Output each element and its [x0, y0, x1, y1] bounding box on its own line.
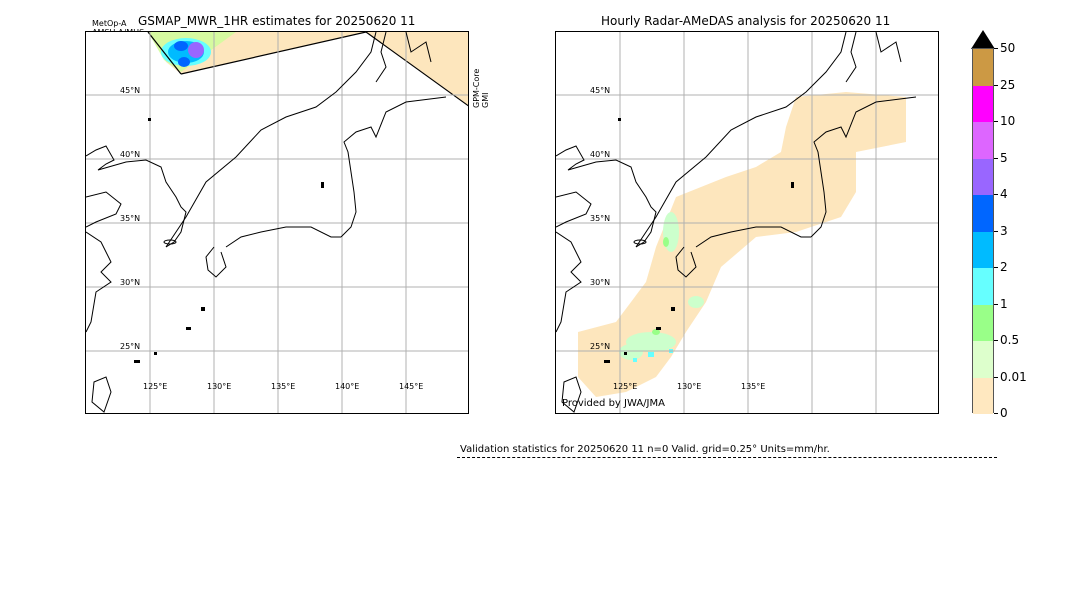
colorbar-segment-0.5-1 — [973, 304, 993, 341]
lon-tick-145: 145°E — [399, 382, 424, 391]
lat-tick-30: 30°N — [590, 278, 611, 287]
lat-tick-25: 25°N — [120, 342, 141, 351]
lon-tick-130: 130°E — [207, 382, 232, 391]
lat-tick-35: 35°N — [120, 214, 141, 223]
lon-tick-135: 135°E — [741, 382, 766, 391]
colorbar-label-0.01: 0.01 — [1000, 370, 1027, 384]
colorbar-tick — [994, 48, 998, 49]
colorbar — [972, 48, 994, 414]
right-map-canvas — [556, 32, 938, 413]
lon-tick-125: 125°E — [143, 382, 168, 391]
colorbar-label-10: 10 — [1000, 114, 1016, 128]
side-satellite-label: GPM-Core GMI — [472, 69, 490, 108]
colorbar-tick — [994, 121, 998, 122]
colorbar-tick — [994, 267, 998, 268]
right-panel-title: Hourly Radar-AMeDAS analysis for 2025062… — [601, 14, 891, 28]
colorbar-tick — [994, 158, 998, 159]
lat-tick-40: 40°N — [120, 150, 141, 159]
validation-statistics: Validation statistics for 20250620 11 n=… — [460, 444, 830, 455]
left-map-frame: 45°N 40°N 35°N 30°N 25°N 125°E 130°E 135… — [85, 31, 469, 414]
colorbar-label-50: 50 — [1000, 41, 1016, 55]
colorbar-tick — [994, 85, 998, 86]
colorbar-label-1: 1 — [1000, 297, 1008, 311]
colorbar-segment-1-2 — [973, 268, 993, 305]
lon-tick-135: 135°E — [271, 382, 296, 391]
colorbar-tick — [994, 340, 998, 341]
colorbar-segment-10-25 — [973, 85, 993, 122]
colorbar-label-25: 25 — [1000, 78, 1016, 92]
data-credit: Provided by JWA/JMA — [562, 398, 665, 409]
lat-tick-40: 40°N — [590, 150, 611, 159]
validation-divider — [457, 457, 997, 458]
colorbar-segment-5-10 — [973, 122, 993, 159]
colorbar-label-5: 5 — [1000, 151, 1008, 165]
colorbar-tick — [994, 377, 998, 378]
lat-tick-45: 45°N — [590, 86, 611, 95]
colorbar-segment-25-50 — [973, 49, 993, 86]
colorbar-label-0: 0 — [1000, 406, 1008, 420]
side-sensor-name: GMI — [481, 92, 490, 108]
colorbar-segment-0-0.01 — [973, 377, 993, 414]
colorbar-segment-3-4 — [973, 195, 993, 232]
colorbar-tick — [994, 194, 998, 195]
colorbar-tick — [994, 304, 998, 305]
lon-tick-140: 140°E — [335, 382, 360, 391]
colorbar-tick — [994, 413, 998, 414]
colorbar-label-4: 4 — [1000, 187, 1008, 201]
left-panel-title: GSMAP_MWR_1HR estimates for 20250620 11 — [138, 14, 416, 28]
lat-tick-25: 25°N — [590, 342, 611, 351]
satellite-name: MetOp-A — [92, 19, 127, 28]
colorbar-label-0.5: 0.5 — [1000, 333, 1020, 347]
left-map-canvas — [86, 32, 468, 413]
lat-tick-30: 30°N — [120, 278, 141, 287]
colorbar-label-2: 2 — [1000, 260, 1008, 274]
lat-tick-45: 45°N — [120, 86, 141, 95]
side-satellite-name: GPM-Core — [472, 68, 481, 108]
colorbar-segment-0.01-0.5 — [973, 341, 993, 378]
lon-tick-130: 130°E — [677, 382, 702, 391]
lat-tick-35: 35°N — [590, 214, 611, 223]
colorbar-tick — [994, 231, 998, 232]
lon-tick-125: 125°E — [613, 382, 638, 391]
colorbar-segment-2-3 — [973, 231, 993, 268]
right-map-frame: 45°N 40°N 35°N 30°N 25°N 125°E 130°E 135… — [555, 31, 939, 414]
colorbar-extend-arrow-icon — [971, 30, 995, 49]
colorbar-label-3: 3 — [1000, 224, 1008, 238]
colorbar-segment-4-5 — [973, 158, 993, 195]
